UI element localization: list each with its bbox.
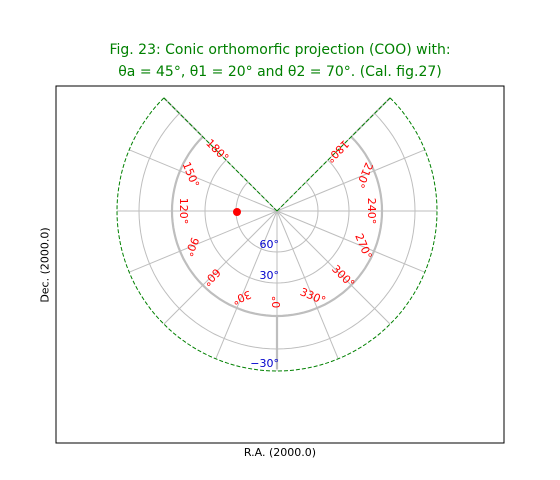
- projection-border: [116, 97, 438, 372]
- border-right-edge: [276, 97, 391, 212]
- ra-label-10: 270°: [352, 232, 374, 261]
- meridian-9: [129, 210, 278, 273]
- ra-label-9: 240°: [365, 198, 378, 225]
- y-axis-label: Dec. (2000.0): [38, 227, 52, 303]
- ra-label-12: 330°: [298, 285, 327, 307]
- graticule-lines: [117, 97, 437, 371]
- meridian-3: [276, 210, 425, 273]
- dec-label-1: 30°: [260, 269, 280, 282]
- meridian-4: [276, 210, 391, 325]
- meridian-11: [129, 149, 278, 212]
- ra-label-5: 150°: [180, 160, 202, 189]
- x-axis-label: R.A. (2000.0): [243, 446, 317, 459]
- meridian-1: [276, 149, 425, 212]
- ra-label-0: 0°: [270, 296, 283, 309]
- ra-label-3: 90°: [182, 235, 201, 258]
- ra-label-6: 180°: [203, 137, 231, 165]
- meridian-8: [163, 210, 278, 325]
- ra-label-1: 30°: [230, 288, 253, 307]
- ra-label-4: 120°: [177, 198, 190, 225]
- dec-label-2: −30°: [250, 357, 279, 370]
- marker-point: [233, 208, 241, 216]
- figure-title-line-2: θa = 45°, θ1 = 20° and θ2 = 70°. (Cal. f…: [118, 64, 442, 80]
- border-left-edge: [163, 97, 278, 212]
- ra-label-8: 210°: [353, 160, 375, 189]
- dec-label-0: 60°: [260, 238, 280, 251]
- meridian-5: [276, 210, 339, 359]
- meridian-7: [215, 210, 278, 359]
- axes-frame: [55, 85, 505, 444]
- figure-title-line-1: Fig. 23: Conic orthomorfic projection (C…: [109, 42, 451, 58]
